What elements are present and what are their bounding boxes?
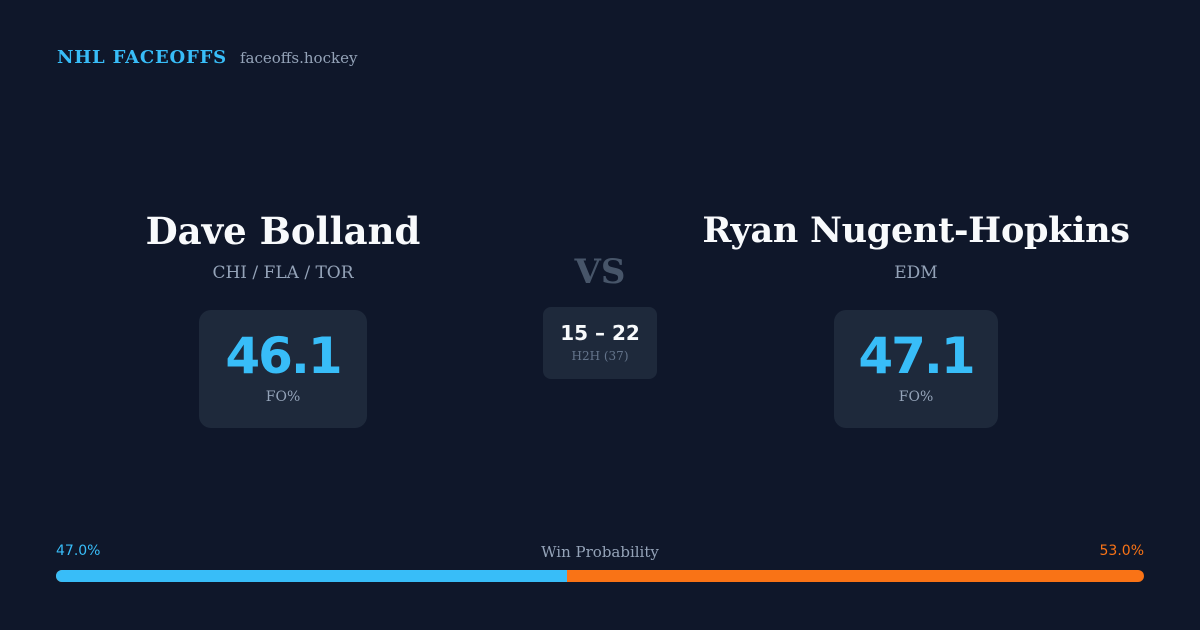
brand-name: NHL FACEOFFS: [57, 47, 227, 68]
win-probability-labels: Win Probability 47.0% 53.0%: [56, 543, 1144, 563]
brand-site: faceoffs.hockey: [239, 49, 358, 67]
faceoff-label: FO%: [265, 389, 301, 405]
player-name: Dave Bolland: [145, 209, 421, 253]
win-probability-left: 47.0%: [56, 543, 101, 559]
faceoff-percentage: 46.1: [225, 327, 342, 385]
player-teams: CHI / FLA / TOR: [212, 263, 354, 283]
player-name: Ryan Nugent-Hopkins: [702, 210, 1130, 251]
win-probability-bar: [56, 570, 1144, 582]
faceoff-percentage: 47.1: [858, 327, 975, 385]
faceoff-stat-card: 47.1 FO%: [834, 310, 998, 428]
head-to-head-score: 15 – 22: [560, 321, 640, 345]
head-to-head-label: H2H (37): [571, 349, 629, 363]
vs-label: VS: [574, 252, 626, 292]
win-probability-right: 53.0%: [1099, 543, 1144, 559]
player-right: Ryan Nugent-Hopkins EDM 47.1 FO%: [702, 205, 1130, 428]
head-to-head-box: 15 – 22 H2H (37): [543, 307, 657, 379]
brand-header: NHL FACEOFFS faceoffs.hockey: [57, 47, 357, 68]
player-left: Dave Bolland CHI / FLA / TOR 46.1 FO%: [73, 205, 493, 428]
win-probability-title: Win Probability: [541, 543, 659, 561]
faceoff-label: FO%: [898, 389, 934, 405]
win-probability-bar-left: [56, 570, 568, 582]
faceoff-stat-card: 46.1 FO%: [199, 310, 367, 428]
player-teams: EDM: [894, 263, 938, 283]
